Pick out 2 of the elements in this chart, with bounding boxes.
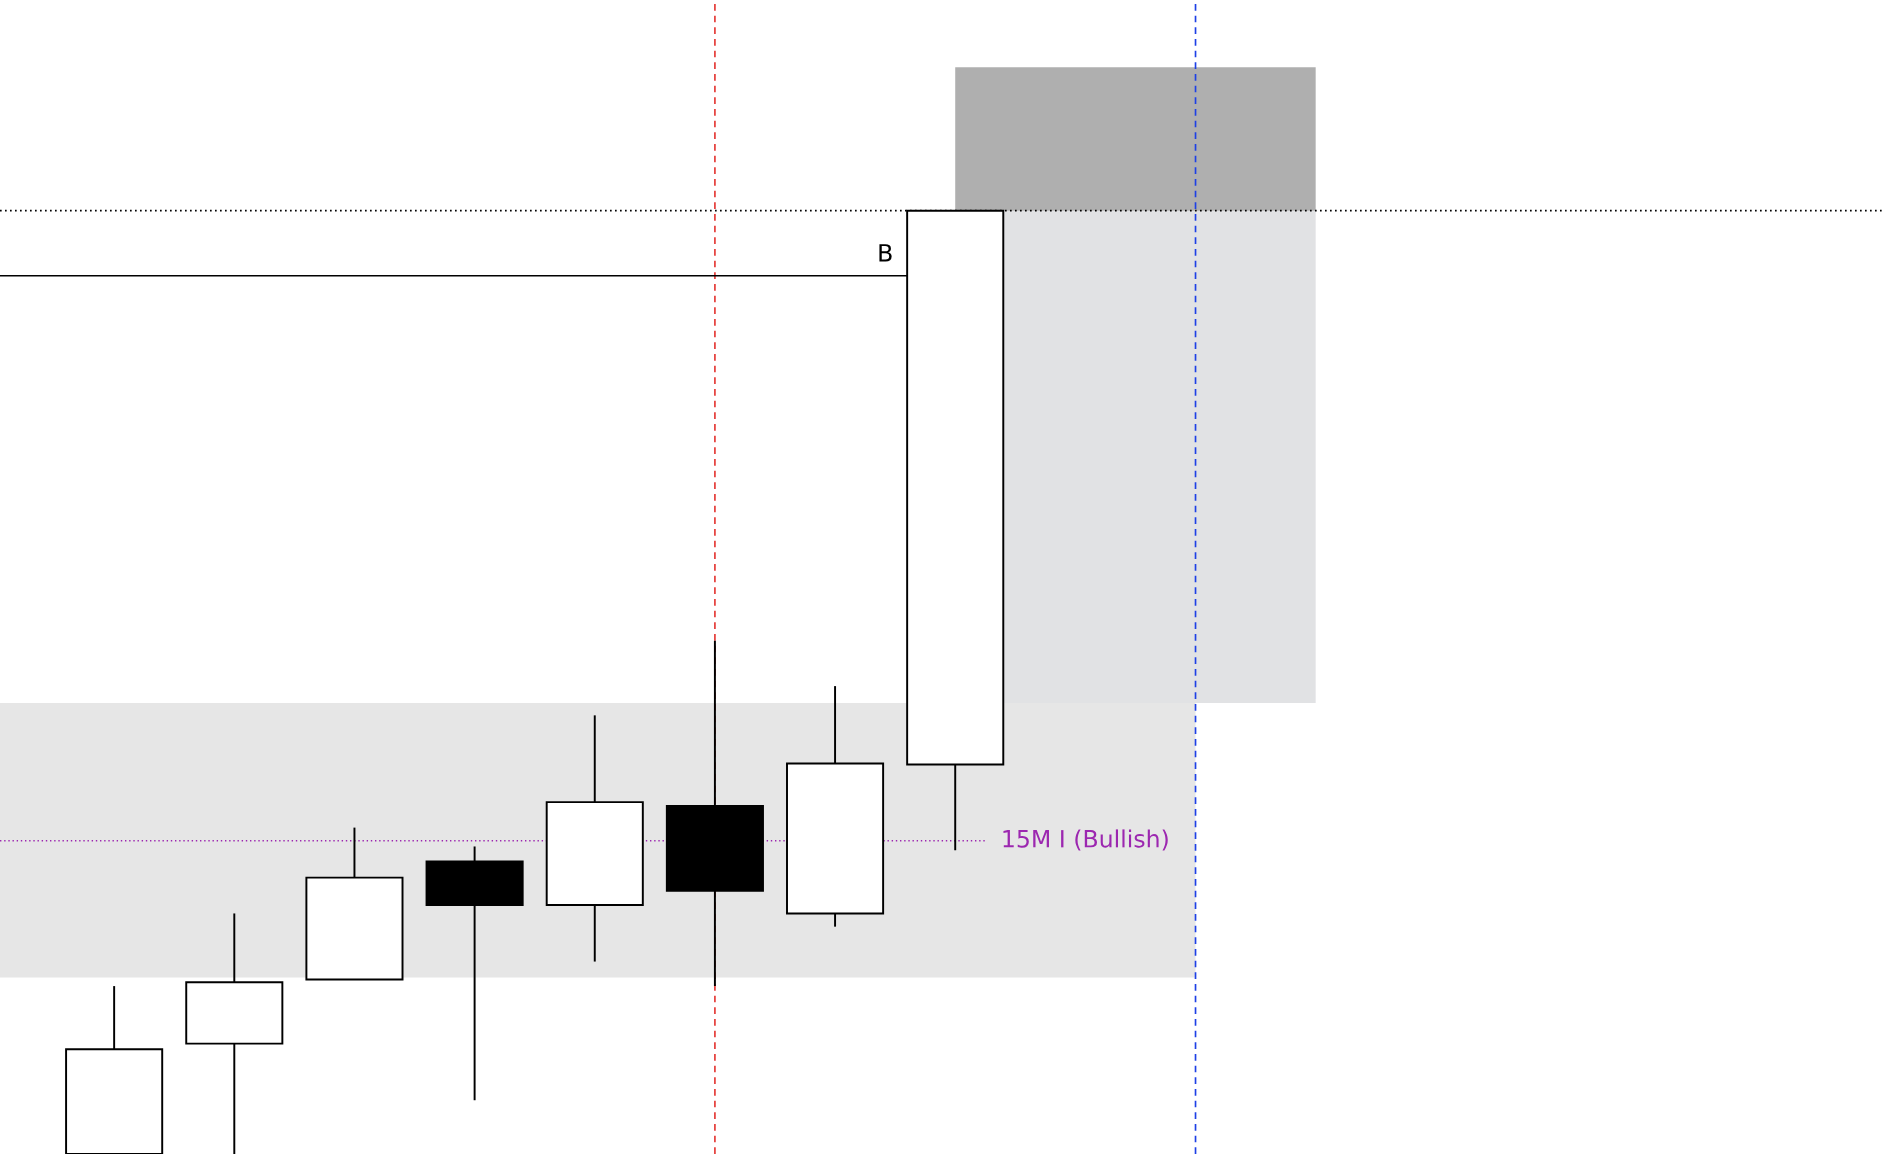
ref-line-label: 15M I (Bullish) bbox=[1003, 829, 1168, 851]
ref-line-label: B bbox=[879, 244, 892, 262]
